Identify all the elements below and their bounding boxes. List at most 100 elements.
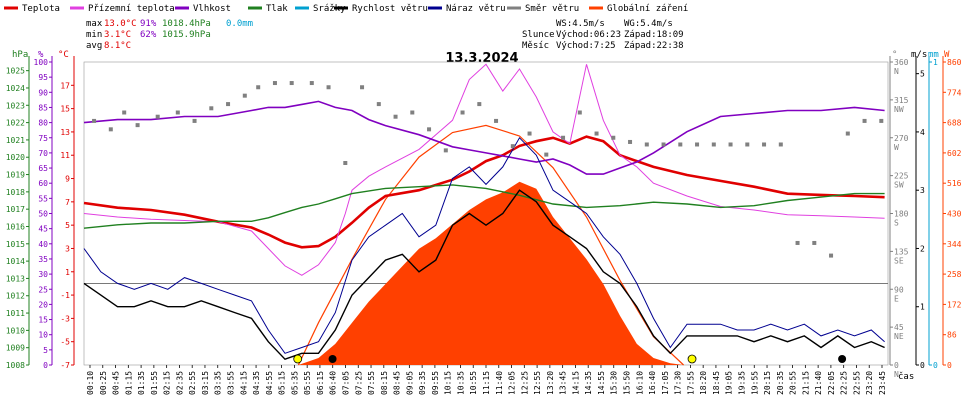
chart-title: 13.3.2024 [445,51,518,66]
x-tick-label: 16:10 [635,371,644,395]
wind_dir-tick-label: 360 [894,58,909,67]
pressure-tick-label: 1012 [6,292,25,301]
wind-direction-point [678,142,683,147]
x-tick-label: 01:35 [137,371,146,395]
x-axis-ticks: 00:10 00:25 00:45 01:15 01:35 01:55 02:15 02:35… [86,365,887,395]
series-line [83,100,885,175]
wind_dir-tick-label: 90 [894,285,904,294]
humidity-tick-label: 0 [43,361,48,370]
wind_speed-tick-label: 0 [920,361,925,370]
wind-direction-point [443,148,448,153]
pressure-tick-label: 1008 [6,361,25,370]
solar-tick-label: 516 [947,179,962,188]
temperature-tick-label: 9 [65,175,70,184]
wind-direction-point [611,135,616,140]
wind-direction-point [289,81,294,86]
x-tick-label: 19:55 [750,371,759,395]
x-tick-label: 05:15 [278,371,287,395]
temperature-tick-label: 1 [65,268,70,277]
wind-direction-point [410,110,415,115]
wind_dir-dir-label: N [894,67,899,76]
x-tick-label: 05:55 [303,371,312,395]
wind-direction-point [829,253,834,258]
pressure-tick-label: 1011 [6,309,25,318]
x-tick-label: 07:05 [341,371,350,395]
wind-direction-point [711,142,716,147]
wind-sun-info: WS:4.5m/s WG:5.4m/s Slunce Východ:06:23 … [522,19,684,51]
pressure-tick-label: 1022 [6,119,25,128]
x-tick-label: 02:55 [188,371,197,395]
temperature-tick-label: 17 [60,81,70,90]
wind-direction-point [175,110,180,115]
temperature-tick-label: 3 [65,244,70,253]
x-tick-label: 04:15 [239,371,248,395]
stat-min-press: 1015.9hPa [162,30,211,40]
wind-direction-point [192,118,197,123]
x-tick-label: 09:05 [405,371,414,395]
moon-marker [328,355,337,363]
x-tick-label: 18:45 [712,371,721,395]
x-tick-label: 01:15 [124,371,133,395]
wind-direction-point [795,240,800,245]
x-tick-label: 21:15 [801,371,810,395]
wind_dir-tick-label: 0 [894,361,899,370]
x-tick-label: 05:35 [290,371,299,395]
stat-avg-label: avg [86,41,102,51]
x-tick-label: 13:45 [559,371,568,395]
wind_speed-tick-label: 1 [920,303,925,312]
x-tick-label: 12:05 [508,371,517,395]
moon-marker [838,355,847,363]
wind-direction-point [242,93,247,98]
solar-tick-label: 172 [947,300,962,309]
wind-direction-point [778,142,783,147]
wind-direction-point [226,102,231,107]
x-tick-label: 00:25 [99,371,108,395]
x-tick-label: 14:55 [597,371,606,395]
axes-layer: 1008100910101011101210131014101510161017… [6,56,962,379]
wind-direction-point [343,161,348,165]
stat-avg-temp: 8.1°C [104,41,131,51]
x-tick-label: 06:40 [329,371,338,395]
x-tick-label: 20:55 [789,371,798,395]
x-tick-label: 23:20 [865,371,874,395]
x-tick-label: 14:35 [584,371,593,395]
wind-direction-point [326,85,331,90]
humidity-tick-label: 95 [38,73,48,82]
sun-set: Západ:18:09 [624,30,684,40]
wind-direction-point [812,240,817,245]
x-tick-label: 06:15 [316,371,325,395]
wind-direction-point [155,114,160,119]
moon-set: Západ:22:38 [624,41,684,51]
x-tick-label: 12:25 [520,371,529,395]
pressure-tick-label: 1021 [6,136,25,145]
moon-label: Měsíc [522,41,549,51]
wind-direction-point [644,142,649,147]
wind-direction-point [272,81,277,86]
x-tick-label: 02:15 [163,371,172,395]
temperature-tick-label: 7 [65,198,70,207]
wind_speed-tick-label: 3 [920,186,925,195]
wind-direction-point [360,85,365,90]
x-tick-label: 16:40 [648,371,657,395]
pressure-tick-label: 1025 [6,67,25,76]
wind-direction-point [427,127,432,132]
wind_dir-dir-label: SE [894,256,904,265]
moon-rise: Východ:7:25 [556,41,616,51]
rain-tick-label: 1 [933,58,938,67]
wind_dir-tick-label: 135 [894,247,909,256]
legend: Teplota Přízemní teplota Vlhkost Tlak Srážky… [4,4,688,14]
series-line [83,184,885,229]
x-tick-label: 00:45 [112,371,121,395]
humidity-tick-label: 15 [38,316,48,325]
x-tick-label: 17:55 [686,371,695,395]
wind-direction-point [695,142,700,147]
x-tick-label: 03:55 [227,371,236,395]
wind-direction-point [460,110,465,115]
pressure-tick-label: 1024 [6,84,25,93]
x-tick-label: 09:55 [431,371,440,395]
wind-direction-point [376,102,381,107]
series-line [83,189,885,361]
humidity-tick-label: 100 [34,58,49,67]
wind_dir-tick-label: 180 [894,210,909,219]
legend-label: Náraz větru [446,4,506,14]
